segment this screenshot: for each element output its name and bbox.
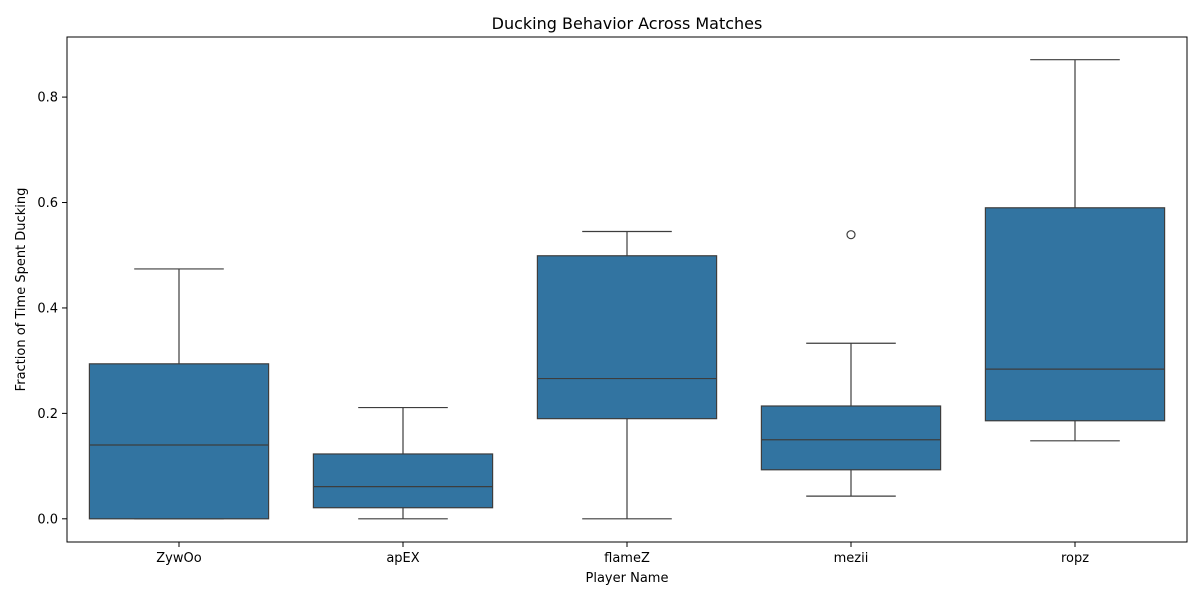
y-tick-label: 0.0 bbox=[37, 512, 58, 527]
y-tick-label: 0.8 bbox=[37, 91, 58, 106]
x-tick-label: flameZ bbox=[604, 551, 650, 566]
chart-title: Ducking Behavior Across Matches bbox=[492, 14, 763, 33]
x-axis: ZywOo apEX flameZ mezii ropz bbox=[156, 542, 1089, 566]
box-body bbox=[536, 255, 718, 420]
box-ZywOo bbox=[88, 268, 270, 520]
x-tick-label: apEX bbox=[386, 551, 419, 566]
x-tick-label: ZywOo bbox=[156, 551, 201, 566]
x-tick-label: ropz bbox=[1061, 551, 1089, 566]
box-body bbox=[88, 363, 270, 520]
box-mezii bbox=[760, 230, 942, 497]
outlier-point bbox=[846, 230, 856, 240]
y-axis: 0.0 0.2 0.4 0.6 0.8 bbox=[37, 91, 67, 527]
box-flameZ bbox=[536, 230, 718, 520]
box-body bbox=[984, 207, 1166, 422]
box-apEX bbox=[312, 406, 494, 520]
y-tick-label: 0.6 bbox=[37, 196, 58, 211]
plot-marks bbox=[88, 59, 1166, 520]
box-ropz bbox=[984, 59, 1166, 442]
x-tick-label: mezii bbox=[834, 551, 869, 566]
y-axis-label: Fraction of Time Spent Ducking bbox=[14, 188, 29, 392]
x-axis-label: Player Name bbox=[586, 571, 669, 586]
box-body bbox=[312, 453, 494, 509]
y-tick-label: 0.4 bbox=[37, 301, 58, 316]
y-tick-label: 0.2 bbox=[37, 407, 58, 422]
box-body bbox=[760, 405, 942, 471]
